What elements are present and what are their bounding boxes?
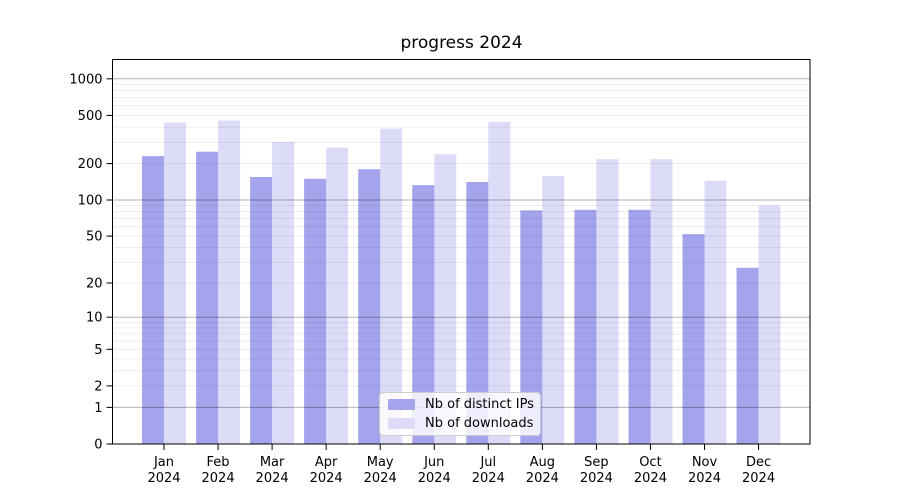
x-tick-label: Oct 2024 [634, 455, 667, 486]
y-tick-label: 500 [78, 109, 103, 124]
bar-distinct-ips-jan-2024 [142, 156, 164, 444]
bar-distinct-ips-dec-2024 [736, 267, 759, 444]
x-tick-label: Mar 2024 [256, 455, 289, 486]
bar-downloads-may-2024 [380, 128, 403, 444]
y-tick-label: 1000 [69, 72, 102, 87]
bar-downloads-feb-2024 [218, 120, 241, 444]
bar-distinct-ips-nov-2024 [682, 234, 705, 444]
x-tick-label: Feb 2024 [202, 455, 235, 486]
bar-downloads-dec-2024 [758, 205, 781, 444]
y-tick-label: 20 [86, 277, 103, 292]
bar-distinct-ips-jul-2024 [466, 182, 489, 444]
x-tick-label: Jan 2024 [147, 455, 180, 486]
bar-downloads-apr-2024 [326, 147, 349, 444]
legend-entry-distinct-ips: Nb of distinct IPs [388, 396, 534, 412]
legend-label-distinct-ips: Nb of distinct IPs [425, 396, 534, 412]
y-tick-label: 5 [94, 343, 102, 358]
x-tick-label: Nov 2024 [688, 455, 721, 486]
chart-title: progress 2024 [400, 33, 523, 53]
y-tick-label: 200 [78, 157, 103, 172]
bar-distinct-ips-may-2024 [358, 169, 381, 444]
bar-downloads-jul-2024 [488, 121, 511, 445]
x-tick-label: Aug 2024 [526, 455, 559, 486]
bar-downloads-nov-2024 [704, 180, 727, 444]
y-tick-label: 50 [86, 230, 103, 245]
y-tick-label: 100 [78, 194, 103, 209]
bar-distinct-ips-jun-2024 [412, 185, 435, 444]
legend-swatch-distinct-ips [388, 399, 415, 410]
y-tick-label: 10 [86, 311, 103, 326]
bar-distinct-ips-apr-2024 [304, 178, 327, 445]
legend-label-downloads: Nb of downloads [425, 415, 534, 431]
x-tick-label: Jun 2024 [418, 455, 451, 486]
x-tick-label: Sep 2024 [580, 455, 613, 486]
bar-downloads-jan-2024 [164, 122, 186, 444]
bar-downloads-aug-2024 [542, 176, 565, 444]
bar-downloads-oct-2024 [650, 159, 673, 444]
bar-distinct-ips-oct-2024 [628, 209, 651, 444]
x-tick-label: Apr 2024 [310, 455, 343, 486]
bar-downloads-mar-2024 [272, 141, 295, 444]
x-tick-label: May 2024 [364, 455, 397, 486]
legend-entry-downloads: Nb of downloads [388, 415, 534, 431]
bar-downloads-sep-2024 [596, 159, 619, 444]
legend-box: Nb of distinct IPs Nb of downloads [379, 392, 541, 436]
y-tick-label: 2 [94, 379, 102, 394]
x-tick-label: Dec 2024 [742, 455, 775, 486]
legend-swatch-downloads [388, 418, 415, 429]
bar-distinct-ips-feb-2024 [196, 151, 219, 444]
bar-distinct-ips-sep-2024 [574, 209, 597, 444]
bar-distinct-ips-aug-2024 [520, 210, 543, 444]
plot-border [112, 59, 811, 445]
y-tick-label: 0 [94, 438, 102, 453]
bar-downloads-jun-2024 [434, 154, 457, 445]
y-tick-label: 1 [94, 401, 102, 416]
bar-distinct-ips-mar-2024 [250, 177, 273, 444]
x-tick-label: Jul 2024 [472, 455, 505, 486]
